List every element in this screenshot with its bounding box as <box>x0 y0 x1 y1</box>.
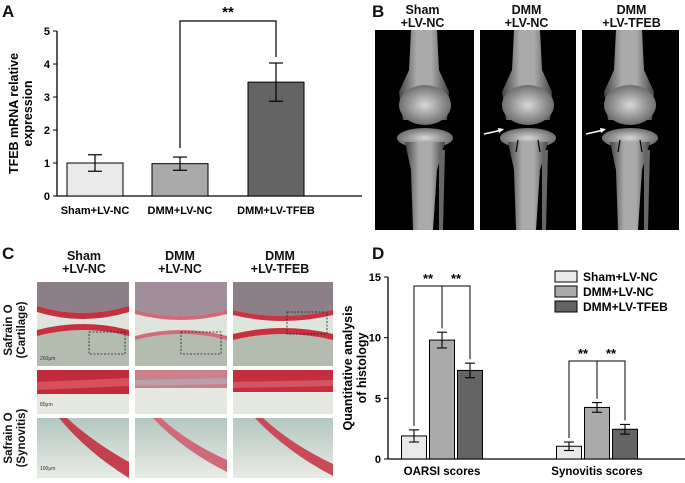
legend-label-0: Sham+LV-NC <box>583 270 658 284</box>
x-tick-label-1: DMM+LV-NC <box>148 205 213 217</box>
y-tick-label-3: 3 <box>44 92 50 104</box>
panel-label-c: C <box>2 244 15 263</box>
chart-a: 0 1 2 3 4 5 TFEB mRNA relativeexpression Sham+L… <box>7 4 362 217</box>
sig-label-1: ** <box>451 271 462 286</box>
histo-title-sham: Sham +LV-NC <box>62 249 106 276</box>
legend-label-2: DMM+LV-TFEB <box>583 300 668 314</box>
scalebar-row3: 100μm <box>40 466 56 472</box>
histo-title-dmm-nc: DMM +LV-NC <box>158 249 202 276</box>
legend-swatch-1 <box>554 285 578 298</box>
histo-cartilage-dmm-nc <box>135 282 227 366</box>
chart-d: 0 5 10 15 Quantitative analysisof histology O… <box>341 270 685 478</box>
panel-label-d: D <box>372 244 385 263</box>
y-axis-label: TFEB mRNA relativeexpression <box>7 53 35 174</box>
histo-synovitis-dmm-tfeb <box>233 418 333 478</box>
sig-bracket-3 <box>596 360 626 421</box>
sig-label-0: ** <box>423 271 434 286</box>
y-tick-label-1: 1 <box>44 158 50 170</box>
x-tick-label-1: Synovitis scores <box>551 466 642 478</box>
y-tick-label-2: 2 <box>44 125 50 137</box>
legend-label-1: DMM+LV-NC <box>583 285 654 299</box>
sig-bracket-0 <box>179 20 277 149</box>
x-tick-label-0: OARSI scores <box>404 466 481 478</box>
sig-label-2: ** <box>578 346 589 361</box>
row-title-cartilage: Safrain O (Cartilage) <box>3 301 28 359</box>
row-title-synovitis: Safrain O (Synovitis) <box>3 408 28 468</box>
panel-label-b: B <box>372 2 385 21</box>
y-axis-label: Quantitative analysisof histology <box>341 305 369 430</box>
histo-zoom-dmm-nc <box>135 370 227 414</box>
bar-2-0 <box>457 369 483 460</box>
y-tick-label-0: 0 <box>44 191 50 203</box>
panel-label-a: A <box>2 2 15 21</box>
y-tick-label-0: 0 <box>375 454 381 466</box>
legend-swatch-2 <box>554 300 578 313</box>
x-tick-label-0: Sham+LV-NC <box>61 205 130 217</box>
xray-title-sham: Sham +LV-NC <box>400 3 445 30</box>
histo-cartilage-dmm-tfeb <box>233 282 333 366</box>
scalebar-row2: 80μm <box>40 402 53 408</box>
scalebar-row1: 200μm <box>40 356 56 362</box>
xray-image-sham <box>375 30 474 230</box>
legend-swatch-0 <box>554 270 578 283</box>
y-tick-label-1: 5 <box>375 393 381 405</box>
x-tick-label-2: DMM+LV-TFEB <box>237 205 315 217</box>
y-tick-label-2: 10 <box>369 333 381 345</box>
panel-b-xrays: Sham +LV-NC DMM +LV-NC DMM +LV-TFEB <box>370 0 685 232</box>
bar-1-0 <box>429 339 455 460</box>
panel-c-histology: Sham +LV-NC DMM +LV-NC DMM +LV-TFEB Safr… <box>0 244 335 480</box>
histo-synovitis-sham <box>37 418 129 478</box>
histo-cartilage-sham <box>37 282 129 366</box>
xray-title-dmm-nc: DMM +LV-NC <box>504 3 549 30</box>
xray-image-dmm-tfeb <box>582 30 679 230</box>
y-tick-label-3: 15 <box>369 272 381 284</box>
sig-bracket-1 <box>441 285 471 360</box>
histo-synovitis-dmm-nc <box>135 418 227 478</box>
histo-title-dmm-tfeb: DMM +LV-TFEB <box>250 249 310 276</box>
histo-zoom-sham <box>37 370 129 414</box>
xray-title-dmm-tfeb: DMM +LV-TFEB <box>602 3 661 30</box>
xray-image-dmm-nc <box>480 30 576 230</box>
sig-label-0: ** <box>222 4 234 21</box>
bar-1-1 <box>584 406 610 460</box>
sig-label-3: ** <box>606 346 617 361</box>
histology-grid <box>37 282 333 478</box>
y-tick-label-5: 5 <box>44 26 50 38</box>
y-tick-label-4: 4 <box>44 59 51 71</box>
histo-zoom-dmm-tfeb <box>233 370 333 414</box>
